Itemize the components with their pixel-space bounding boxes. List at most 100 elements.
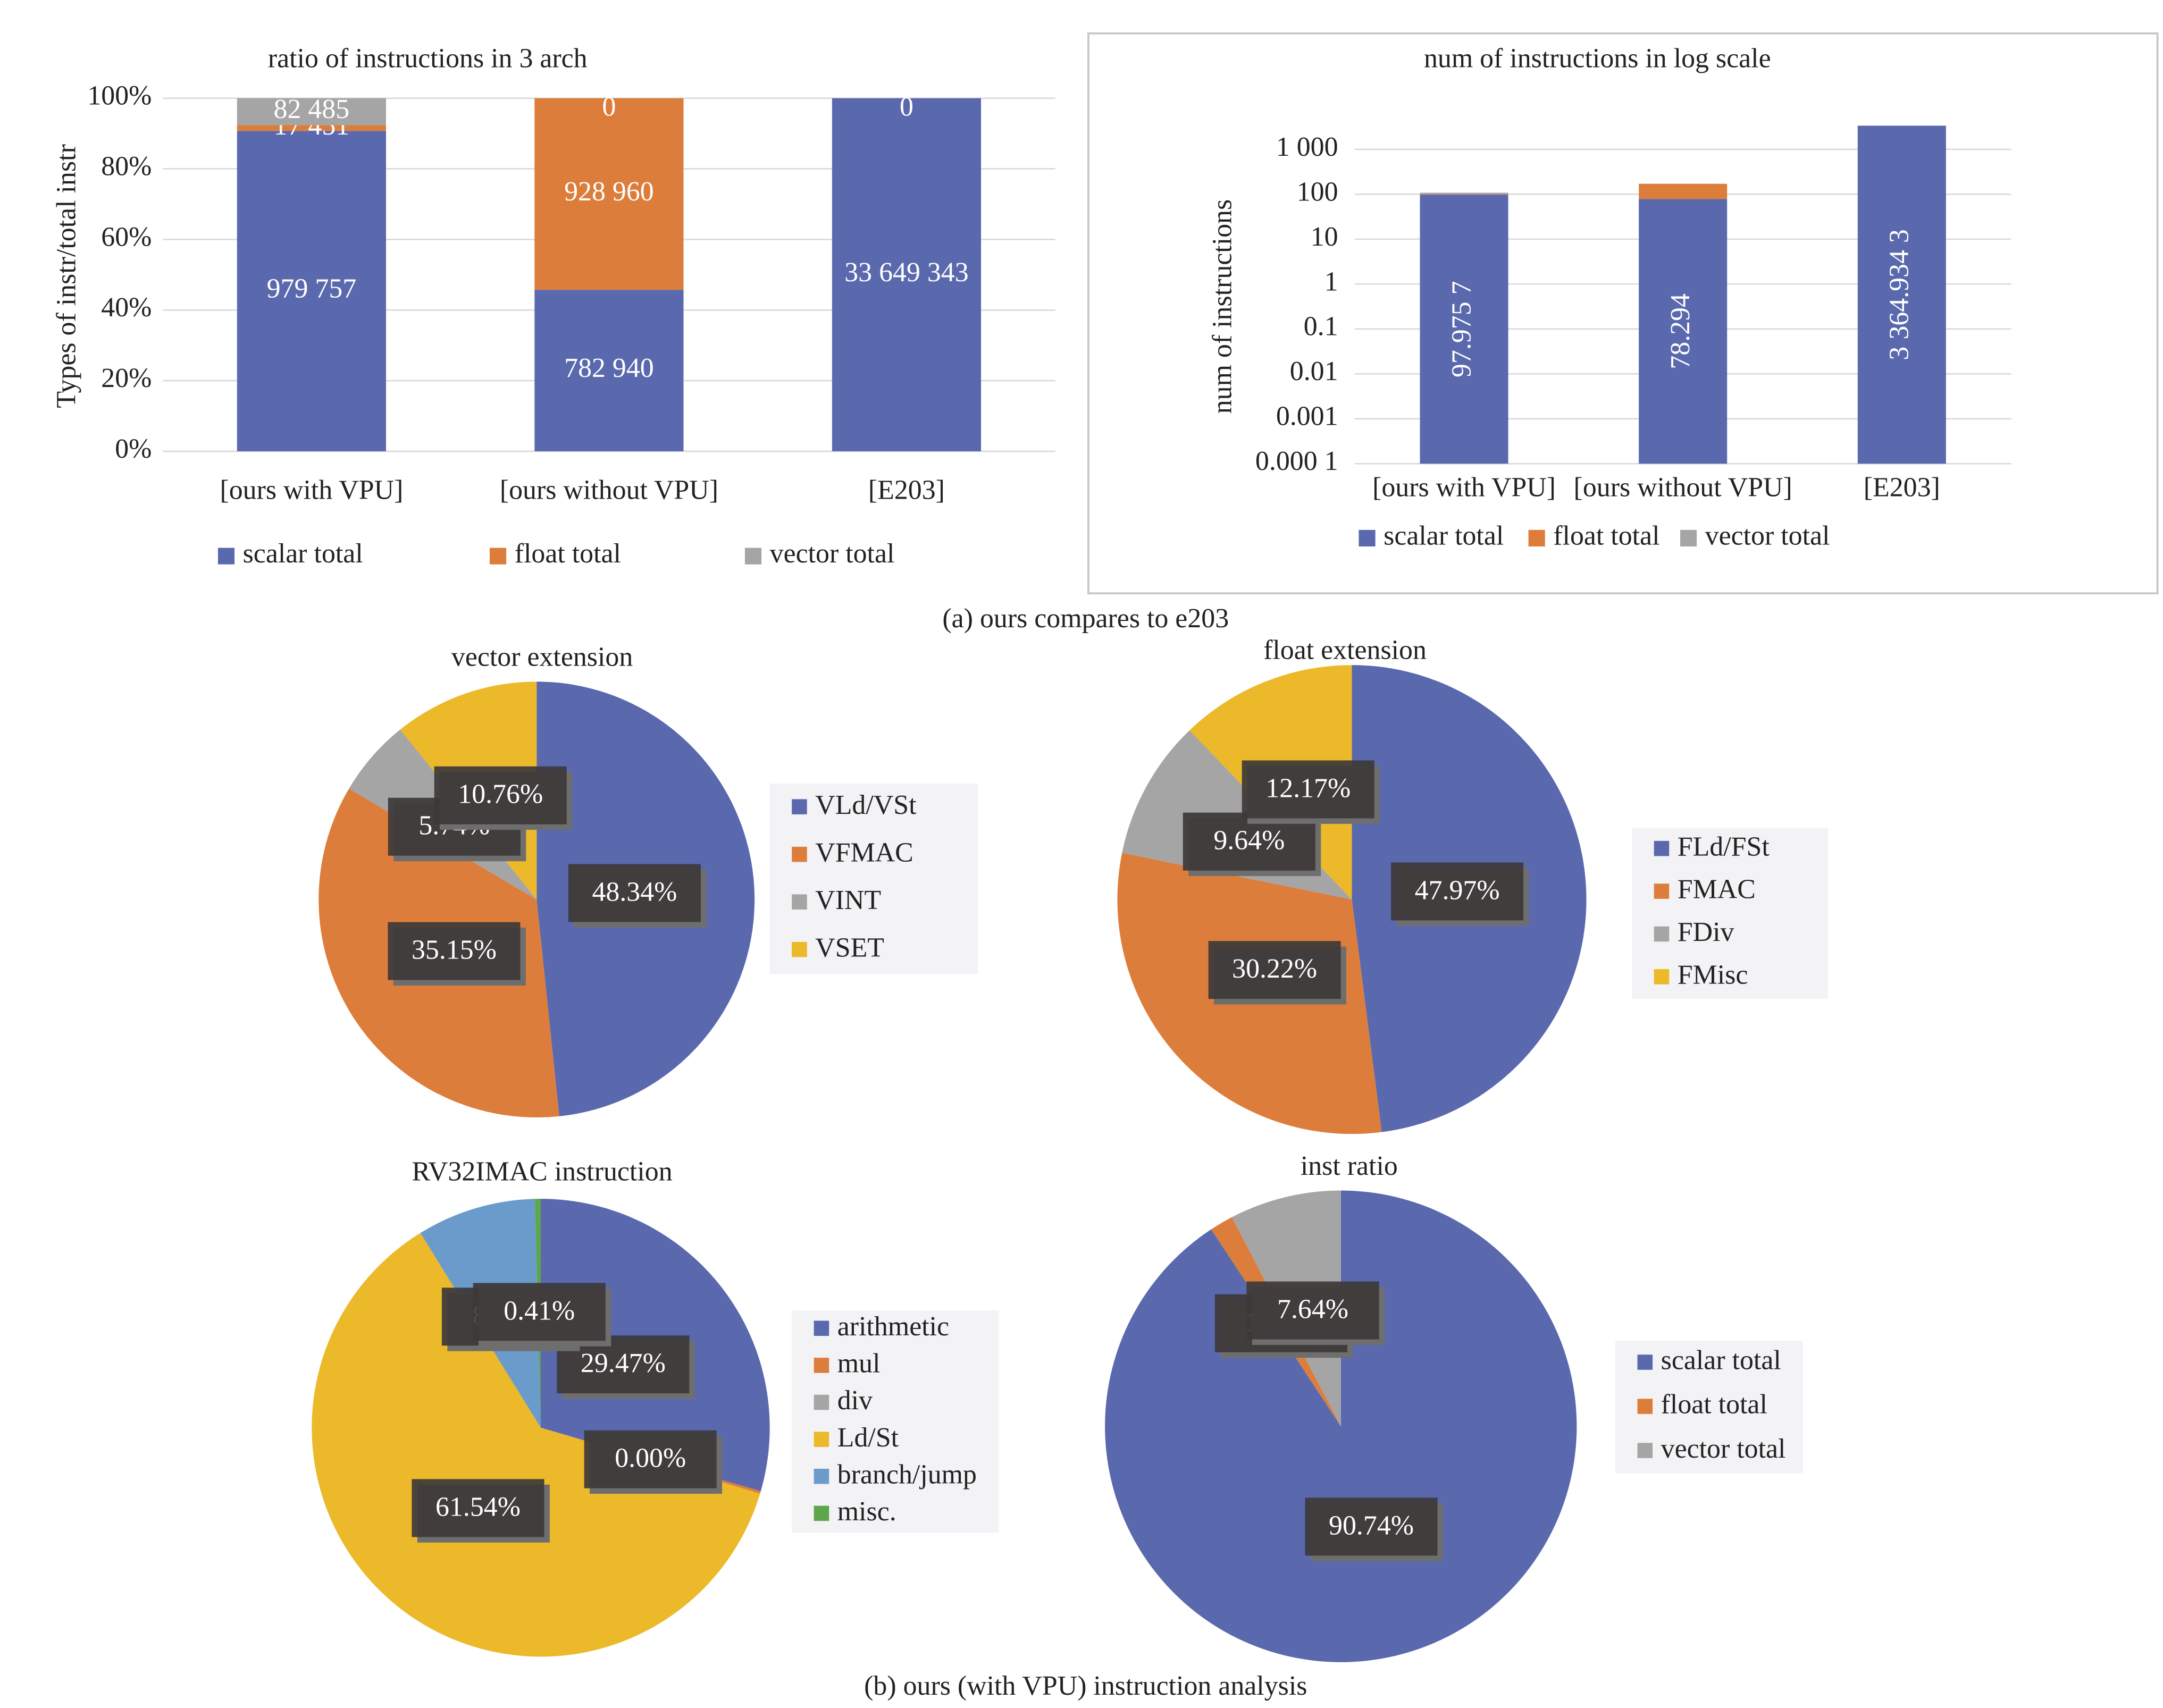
bar xyxy=(1639,183,1728,199)
legend-swatch xyxy=(792,894,807,910)
legend-label: mul xyxy=(837,1349,881,1379)
y-tick-label: 10 xyxy=(1311,222,1338,252)
legend-label: arithmetic xyxy=(837,1311,949,1342)
value-label: 979 757 xyxy=(267,274,357,304)
y-tick-label: 0.000 1 xyxy=(1255,446,1338,476)
value-label: 12.17% xyxy=(1265,773,1351,803)
value-label: 0.41% xyxy=(504,1295,575,1326)
bar xyxy=(1857,125,1946,464)
chart-title: num of instructions in log scale xyxy=(1424,44,1771,74)
legend-label: VLd/VSt xyxy=(815,790,917,820)
label-box xyxy=(1305,1497,1438,1556)
legend-label: FMisc xyxy=(1678,960,1748,990)
pie-slice xyxy=(312,1233,760,1657)
x-tick-label: [E203] xyxy=(868,475,945,506)
legend-label: div xyxy=(837,1385,873,1416)
value-label: 61.54% xyxy=(435,1492,521,1522)
legend-label: Ld/St xyxy=(837,1423,899,1453)
chart-title: vector extension xyxy=(451,642,633,672)
value-label: 82 485 xyxy=(274,94,350,124)
legend-label: VSET xyxy=(815,932,884,963)
y-tick-label: 40% xyxy=(101,292,152,323)
legend-label: vector total xyxy=(1661,1434,1786,1464)
value-label: 7.64% xyxy=(1277,1294,1348,1325)
legend-label: scalar total xyxy=(243,539,363,569)
label-box xyxy=(1246,1281,1379,1340)
y-tick-label: 60% xyxy=(101,222,152,252)
chart-title: ratio of instructions in 3 arch xyxy=(268,44,588,74)
chart-border xyxy=(1087,32,2159,595)
legend-label: vector total xyxy=(1705,520,1830,551)
bar xyxy=(237,98,386,125)
legend-label: float total xyxy=(1661,1390,1767,1420)
bar xyxy=(534,98,684,290)
value-label: 97.975 7 xyxy=(1446,281,1477,377)
legend-label: vector total xyxy=(770,539,895,569)
value-label: 928 960 xyxy=(564,176,654,207)
legend-swatch xyxy=(1637,1354,1653,1370)
legend-box xyxy=(792,1310,999,1533)
value-label: 0 xyxy=(900,91,913,122)
y-tick-label: 0% xyxy=(115,434,152,464)
label-box xyxy=(584,1430,717,1488)
value-label: 35.15% xyxy=(412,935,497,965)
label-box xyxy=(412,1479,544,1537)
legend-label: FDiv xyxy=(1678,917,1734,947)
bar xyxy=(832,98,982,451)
x-tick-label: [ours without VPU] xyxy=(1574,472,1792,502)
label-box xyxy=(568,864,701,922)
y-tick-label: 1 xyxy=(1324,266,1338,297)
y-tick-label: 0.01 xyxy=(1290,356,1338,386)
legend-label: misc. xyxy=(837,1496,896,1527)
legend-swatch xyxy=(814,1432,829,1447)
legend-swatch xyxy=(814,1358,829,1373)
bar xyxy=(237,125,386,131)
bar xyxy=(1420,195,1508,464)
bar xyxy=(534,290,684,451)
legend-swatch xyxy=(1654,840,1670,856)
legend-swatch xyxy=(814,1505,829,1521)
legend-swatch xyxy=(1637,1443,1653,1458)
value-label: 30.22% xyxy=(1232,954,1317,984)
legend-label: float total xyxy=(515,539,621,569)
legend-label: FMAC xyxy=(1678,874,1756,905)
legend-swatch xyxy=(792,941,807,957)
x-tick-label: [ours with VPU] xyxy=(220,475,403,506)
x-tick-label: [ours with VPU] xyxy=(1372,472,1556,502)
legend-swatch xyxy=(217,548,235,565)
legend-label: scalar total xyxy=(1661,1345,1781,1376)
chart-title: inst ratio xyxy=(1301,1151,1398,1181)
caption: (b) ours (with VPU) instruction analysis xyxy=(864,1671,1307,1701)
y-tick-label: 80% xyxy=(101,152,152,182)
y-tick-label: 100 xyxy=(1297,176,1338,207)
value-label: 782 940 xyxy=(564,353,654,383)
value-label: 10.76% xyxy=(458,779,543,810)
legend-swatch xyxy=(792,846,807,862)
label-box xyxy=(434,766,567,824)
x-tick-label: [E203] xyxy=(1864,472,1940,502)
y-tick-label: 0.001 xyxy=(1276,401,1338,432)
bar xyxy=(1420,192,1508,195)
value-label: 48.34% xyxy=(592,877,677,907)
value-label: 90.74% xyxy=(1329,1510,1414,1541)
legend-swatch xyxy=(1680,529,1697,546)
caption: (a) ours compares to e203 xyxy=(942,603,1229,634)
legend-label: scalar total xyxy=(1384,520,1504,551)
legend-swatch xyxy=(792,799,807,814)
value-label: 78.294 xyxy=(1665,293,1696,369)
label-box xyxy=(1208,941,1341,999)
value-label: 0.00% xyxy=(615,1443,686,1474)
legend-swatch xyxy=(1654,884,1670,899)
y-axis-label: num of instructions xyxy=(1208,199,1238,414)
y-axis-label: Types of instr/total instr xyxy=(52,144,82,408)
legend-swatch xyxy=(814,1320,829,1336)
label-box xyxy=(388,922,521,980)
chart-title: RV32IMAC instruction xyxy=(412,1156,673,1187)
legend-swatch xyxy=(1528,529,1545,546)
value-label: 0 xyxy=(602,91,616,122)
legend-label: branch/jump xyxy=(837,1459,977,1490)
legend-swatch xyxy=(1654,969,1670,985)
y-tick-label: 0.1 xyxy=(1304,312,1338,342)
pie-slice xyxy=(1105,1190,1577,1662)
